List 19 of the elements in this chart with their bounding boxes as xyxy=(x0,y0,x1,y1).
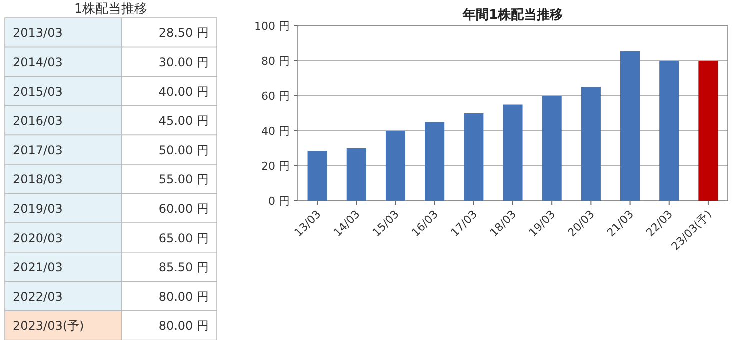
chart-title: 年間1株配当推移 xyxy=(462,8,564,23)
bar xyxy=(698,61,718,201)
bar xyxy=(620,51,640,201)
bar xyxy=(386,131,406,201)
y-tick-label: 100 円 xyxy=(254,20,290,33)
bar xyxy=(660,61,680,201)
y-tick-label: 20 円 xyxy=(262,160,290,173)
bar xyxy=(503,104,523,201)
y-tick-label: 0 円 xyxy=(268,195,290,208)
bar xyxy=(425,122,445,201)
bar xyxy=(464,114,484,201)
table: 1株配当推移 2013/03 28.50 円 2014/03 30.00 円 2015/03 40.00 円 2016/03 45.00 円 2017/03 50.00 円 2018/03 55.00 円 2019/03 60.00 円 2020/03 65.00 円 2021/03 85.50 円 2022/03 80.00 円 2023/03(予) 80.00 円 xyxy=(4,2,218,340)
bar xyxy=(346,148,366,201)
y-tick-label: 80 円 xyxy=(262,55,290,68)
y-tick-label: 60 円 xyxy=(262,90,290,103)
bar xyxy=(581,87,601,201)
bar xyxy=(308,151,328,201)
bar xyxy=(542,96,562,201)
y-tick-label: 40 円 xyxy=(262,125,290,138)
